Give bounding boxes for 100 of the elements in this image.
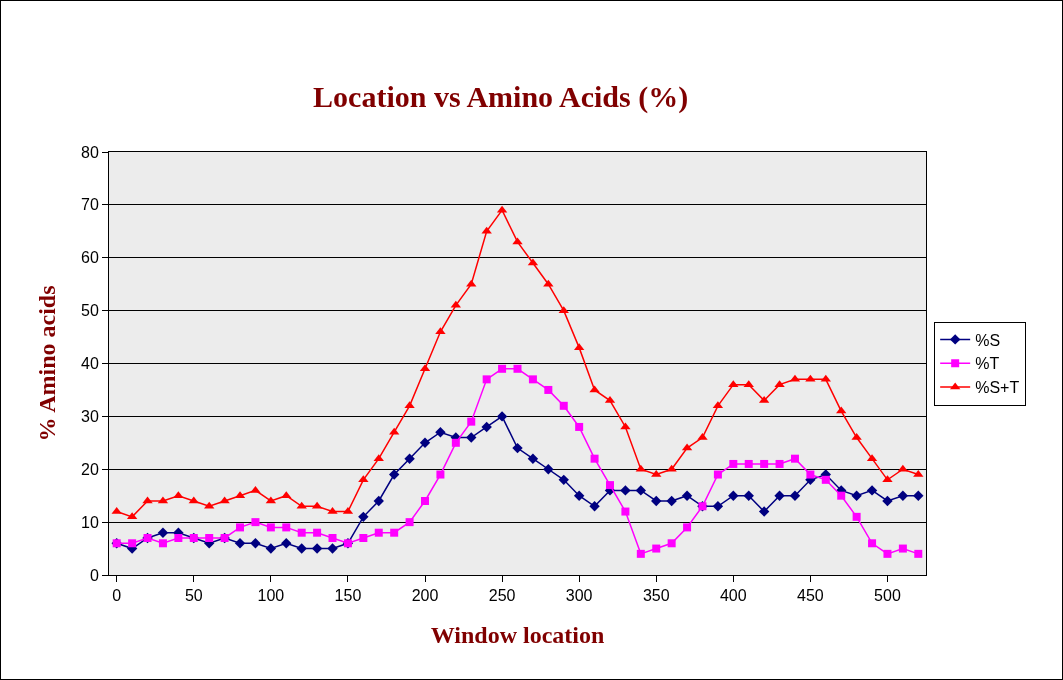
point: [605, 481, 614, 490]
x-tick-label: 450: [797, 587, 824, 605]
point: [282, 523, 291, 532]
point: [575, 422, 584, 431]
point: [142, 496, 153, 504]
point: [467, 417, 476, 426]
point: [652, 544, 661, 553]
point: [897, 490, 909, 501]
point: [683, 523, 692, 532]
point: [573, 490, 585, 501]
point: [358, 475, 369, 483]
y-tick-label: 0: [89, 566, 99, 584]
point: [297, 528, 306, 537]
point: [388, 469, 400, 480]
point: [374, 528, 383, 537]
point: [157, 527, 169, 538]
point: [760, 459, 769, 468]
point: [728, 490, 739, 501]
point: [281, 538, 292, 549]
point: [405, 518, 414, 527]
y-tick-label: 10: [81, 513, 99, 531]
point: [805, 374, 816, 382]
y-tick-label: 70: [81, 196, 99, 214]
point: [806, 470, 815, 479]
point: [482, 375, 491, 384]
point: [513, 364, 522, 373]
point: [713, 470, 722, 479]
point: [758, 506, 770, 517]
point: [265, 543, 277, 554]
point: [498, 364, 507, 373]
point: [421, 496, 430, 505]
point: [913, 490, 924, 501]
point: [559, 401, 568, 410]
y-axis-title: % Amino acids: [34, 285, 61, 442]
legend-label: %S: [975, 331, 1001, 349]
point: [174, 533, 183, 542]
y-tick-label: 40: [81, 355, 99, 373]
x-tick-label: 350: [642, 587, 670, 605]
y-tick-label: 30: [81, 407, 99, 425]
point: [790, 454, 799, 463]
point: [820, 374, 831, 382]
point: [589, 501, 600, 512]
point: [234, 538, 246, 549]
point: [789, 490, 801, 501]
point: [404, 453, 415, 464]
point: [419, 437, 431, 449]
point: [158, 539, 167, 548]
x-tick-label: 500: [874, 587, 901, 605]
point: [636, 549, 645, 558]
point: [219, 496, 230, 504]
point: [313, 528, 322, 537]
point: [666, 495, 677, 507]
point: [327, 543, 338, 554]
point: [528, 375, 537, 384]
point: [651, 495, 662, 507]
point: [666, 464, 677, 472]
point: [512, 237, 523, 245]
point: [712, 501, 724, 512]
y-tick-label: 80: [81, 143, 99, 161]
point: [466, 432, 477, 443]
x-axis-title: Window location: [430, 621, 605, 648]
point: [729, 459, 738, 468]
point: [266, 523, 275, 532]
x-tick-label: 300: [565, 587, 593, 605]
point: [404, 401, 415, 409]
point: [359, 533, 368, 542]
point: [883, 549, 892, 558]
point: [821, 475, 830, 484]
point: [914, 549, 923, 558]
point: [436, 470, 445, 479]
point: [882, 495, 893, 507]
point: [558, 474, 569, 486]
point: [311, 543, 323, 554]
point: [250, 485, 261, 493]
x-tick-label: 100: [257, 587, 285, 605]
point: [681, 490, 693, 501]
point: [868, 539, 877, 548]
point: [621, 507, 630, 516]
x-tick-label: 400: [719, 587, 747, 605]
point: [866, 485, 878, 496]
point: [852, 512, 861, 521]
point: [481, 421, 492, 433]
y-tick-label: 50: [81, 302, 99, 320]
point: [390, 528, 399, 537]
point: [128, 539, 137, 548]
point: [296, 543, 307, 554]
point: [251, 518, 260, 527]
point: [512, 442, 523, 454]
x-tick-label: 50: [184, 587, 203, 605]
legend-label: %S+T: [975, 379, 1020, 397]
point: [204, 501, 215, 509]
point: [328, 533, 337, 542]
point: [358, 511, 369, 523]
point: [435, 327, 446, 335]
point: [544, 385, 553, 394]
point: [543, 464, 554, 475]
point: [898, 544, 907, 553]
point: [744, 459, 753, 468]
point: [435, 427, 446, 438]
point: [851, 490, 862, 501]
